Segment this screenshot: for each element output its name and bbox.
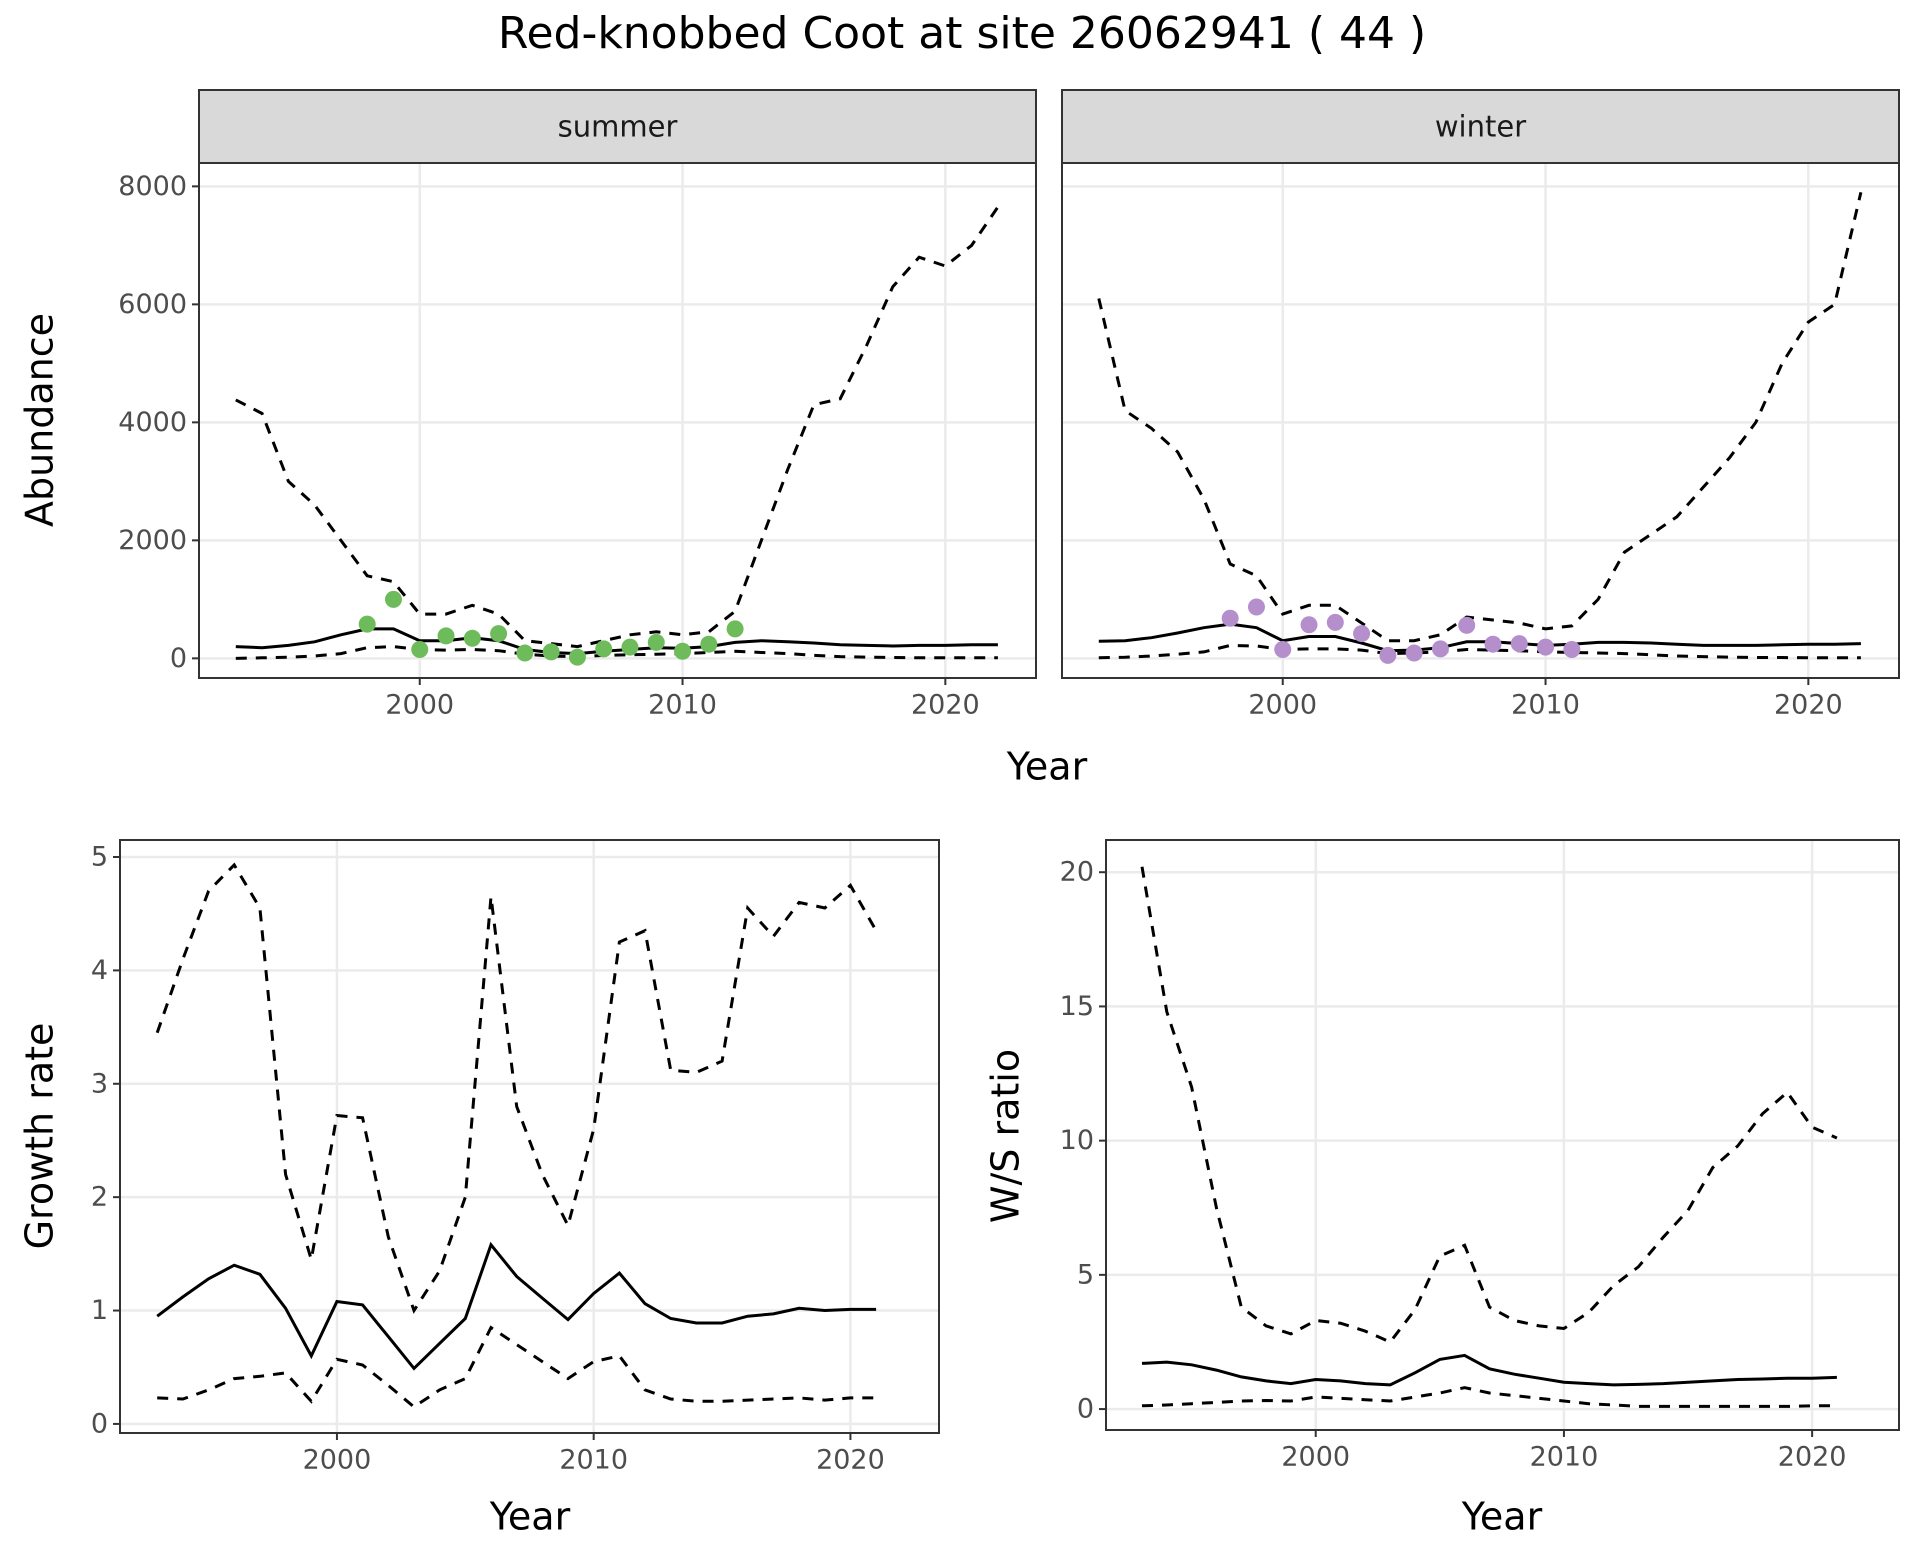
strip-label: winter — [1435, 110, 1526, 144]
series-line — [1141, 1386, 1837, 1408]
x-tick-label: 2000 — [303, 1445, 372, 1476]
y-tick-label: 5 — [91, 842, 108, 873]
y-tick-label: 0 — [1077, 1394, 1094, 1425]
data-point — [1510, 635, 1528, 653]
x-tick-label: 2020 — [1778, 1442, 1847, 1473]
y-tick-label: 0 — [170, 643, 187, 674]
x-tick-label: 2010 — [559, 1445, 628, 1476]
strip — [1061, 89, 1900, 164]
y-tick-label: 3 — [91, 1068, 108, 1099]
y-axis-title: Abundance — [18, 313, 62, 527]
series-line — [235, 206, 1000, 649]
plot-area — [1140, 866, 1838, 1408]
x-tick-label: 2000 — [1248, 690, 1317, 721]
data-point — [1221, 609, 1239, 627]
figure-title: Red-knobbed Coot at site 26062941 ( 44 ) — [498, 8, 1426, 59]
y-tick-label: 2 — [91, 1182, 108, 1213]
x-tick-label: 2020 — [816, 1445, 885, 1476]
data-point — [647, 633, 665, 651]
data-point — [1247, 598, 1265, 616]
x-tick-label: 2010 — [1511, 690, 1580, 721]
data-point — [490, 625, 508, 643]
series-line — [235, 645, 998, 660]
data-point — [568, 648, 586, 666]
data-point — [674, 642, 692, 660]
series-line — [157, 1325, 877, 1409]
x-tick-label: 2010 — [648, 690, 717, 721]
data-point — [516, 644, 534, 662]
data-point — [595, 640, 613, 658]
data-point — [411, 641, 429, 659]
data-point — [1379, 646, 1397, 664]
data-point — [1431, 640, 1449, 658]
y-tick-label: 5 — [1077, 1259, 1094, 1290]
x-axis-title: Year — [1461, 1495, 1543, 1539]
panel-border — [119, 839, 940, 1434]
data-point — [463, 629, 481, 647]
series-line — [1140, 866, 1838, 1344]
data-point — [1326, 613, 1344, 631]
series-line — [1098, 643, 1861, 660]
panel-border — [1105, 839, 1900, 1431]
y-tick-label: 10 — [1060, 1125, 1094, 1156]
data-point — [726, 620, 744, 638]
data-point — [621, 638, 639, 656]
data-point — [1484, 635, 1502, 653]
data-point — [384, 590, 402, 608]
data-point — [1274, 641, 1292, 659]
x-tick-label: 2010 — [1530, 1442, 1599, 1473]
y-axis-title: Growth rate — [18, 1023, 62, 1250]
x-tick-label: 2020 — [1774, 690, 1843, 721]
x-tick-label: 2020 — [911, 690, 980, 721]
y-tick-label: 4 — [91, 955, 108, 986]
y-axis-title: W/S ratio — [984, 1049, 1028, 1223]
series-line — [1141, 1353, 1837, 1387]
y-tick-label: 4000 — [118, 407, 187, 438]
y-tick-label: 1 — [91, 1295, 108, 1326]
x-tick-label: 2000 — [385, 690, 454, 721]
data-point — [1563, 641, 1581, 659]
y-tick-label: 20 — [1060, 857, 1094, 888]
data-point — [700, 635, 718, 653]
x-tick-label: 2000 — [1281, 1442, 1350, 1473]
data-point — [1537, 638, 1555, 656]
data-point — [1353, 625, 1371, 643]
plot-area — [235, 206, 1000, 666]
data-point — [358, 615, 376, 633]
y-tick-label: 8000 — [118, 171, 187, 202]
y-tick-label: 15 — [1060, 991, 1094, 1022]
strip — [198, 89, 1037, 164]
series-line — [155, 862, 878, 1314]
y-tick-label: 0 — [91, 1408, 108, 1439]
y-tick-label: 2000 — [118, 525, 187, 556]
data-point — [437, 627, 455, 645]
plot-area — [155, 862, 878, 1409]
plot-area — [1097, 191, 1863, 664]
data-point — [542, 643, 560, 661]
x-axis-title: Year — [1006, 745, 1088, 789]
series-line — [156, 1241, 877, 1371]
data-point — [1300, 616, 1318, 634]
x-axis-title: Year — [489, 1495, 571, 1539]
y-tick-label: 6000 — [118, 289, 187, 320]
data-point — [1458, 616, 1476, 634]
strip-label: summer — [558, 110, 678, 144]
data-point — [1405, 644, 1423, 662]
